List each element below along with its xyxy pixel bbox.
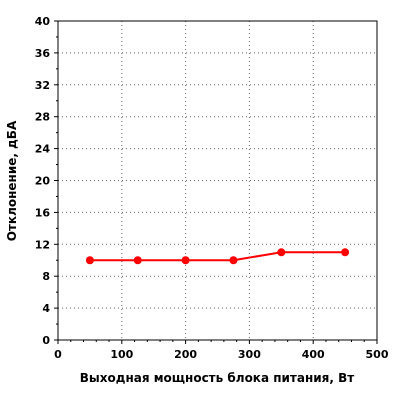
plot-frame	[57, 20, 378, 341]
y-tick-label: 32	[35, 79, 50, 92]
y-tick-label: 20	[35, 175, 51, 188]
y-axis-title: Отклонение, дБА	[5, 120, 19, 241]
data-point	[85, 256, 94, 265]
grid	[58, 21, 377, 340]
axis-ticks: 0 100 200 300 400 500 0 4 8 12 16 20 24 28 32 36 40	[35, 15, 389, 361]
series-line	[89, 251, 346, 262]
y-tick-label: 0	[42, 334, 50, 347]
y-tick-label: 24	[35, 143, 51, 156]
x-tick-label: 200	[174, 348, 197, 361]
y-tick-label: 28	[35, 111, 50, 124]
data-point	[341, 248, 350, 257]
x-tick-label: 300	[238, 348, 261, 361]
x-tick-label: 500	[366, 348, 389, 361]
y-tick-label: 8	[42, 270, 50, 283]
y-tick-label: 40	[35, 15, 51, 28]
series-layer	[85, 248, 350, 265]
y-tick-label: 36	[35, 47, 51, 60]
x-axis-title: Выходная мощность блока питания, Вт	[80, 371, 355, 385]
data-point	[181, 256, 190, 265]
x-tick-label: 0	[54, 348, 62, 361]
data-point	[133, 256, 142, 265]
x-tick-label: 100	[110, 348, 133, 361]
y-tick-label: 12	[35, 238, 50, 251]
x-tick-label: 400	[302, 348, 325, 361]
data-point	[229, 256, 238, 265]
y-tick-label: 4	[42, 302, 50, 315]
data-point	[277, 248, 286, 257]
y-tick-label: 16	[35, 206, 51, 219]
